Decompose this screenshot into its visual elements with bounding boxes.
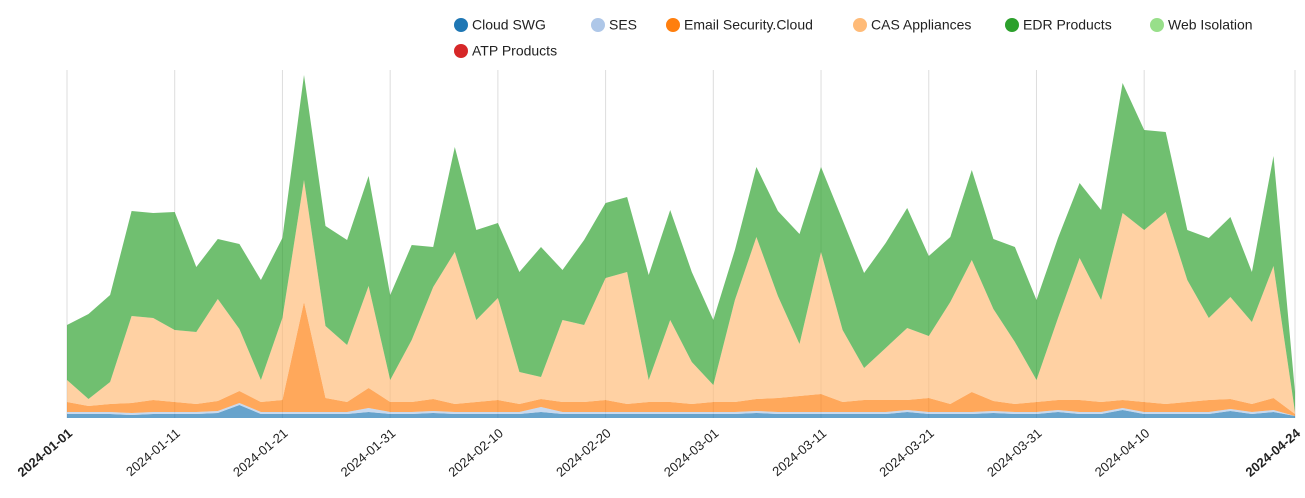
legend-item: Cloud SWG [454, 17, 546, 33]
legend-item: ATP Products [454, 43, 557, 59]
legend-label: Email Security.Cloud [684, 17, 813, 33]
legend-swatch [454, 44, 468, 58]
legend-item: Email Security.Cloud [666, 17, 813, 33]
x-tick-label: 2024-03-11 [769, 425, 829, 479]
area [67, 180, 1295, 414]
legend-swatch [666, 18, 680, 32]
legend-item: EDR Products [1005, 17, 1112, 33]
legend-swatch [1150, 18, 1164, 32]
legend-swatch [1005, 18, 1019, 32]
x-tick-label: 2024-01-21 [230, 425, 291, 479]
legend-label: ATP Products [472, 43, 557, 59]
legend-swatch [853, 18, 867, 32]
x-tick-label: 2024-01-31 [338, 425, 399, 479]
area [67, 403, 1295, 416]
x-tick-label: 2024-03-01 [661, 425, 722, 479]
x-tick-label: 2024-02-20 [553, 425, 614, 479]
legend-swatch [591, 18, 605, 32]
x-tick-label: 2024-02-10 [445, 425, 506, 479]
x-tick-label: 2024-04-10 [1092, 425, 1153, 479]
area [67, 302, 1295, 416]
x-tick-label: 2024-04-24 [1243, 425, 1304, 480]
area [67, 75, 1295, 412]
legend-label: Cloud SWG [472, 17, 546, 33]
x-tick-label: 2024-01-11 [123, 425, 183, 479]
legend-item: Web Isolation [1150, 17, 1253, 33]
legend-item: SES [591, 17, 637, 33]
area [67, 405, 1295, 418]
x-tick-label: 2024-03-31 [984, 425, 1045, 479]
legend-label: EDR Products [1023, 17, 1112, 33]
legend-label: SES [609, 17, 637, 33]
legend-item: CAS Appliances [853, 17, 971, 33]
legend-label: Web Isolation [1168, 17, 1253, 33]
x-tick-label: 2024-03-21 [876, 425, 937, 479]
legend-swatch [454, 18, 468, 32]
legend-label: CAS Appliances [871, 17, 971, 33]
x-tick-label: 2024-01-01 [15, 425, 76, 479]
